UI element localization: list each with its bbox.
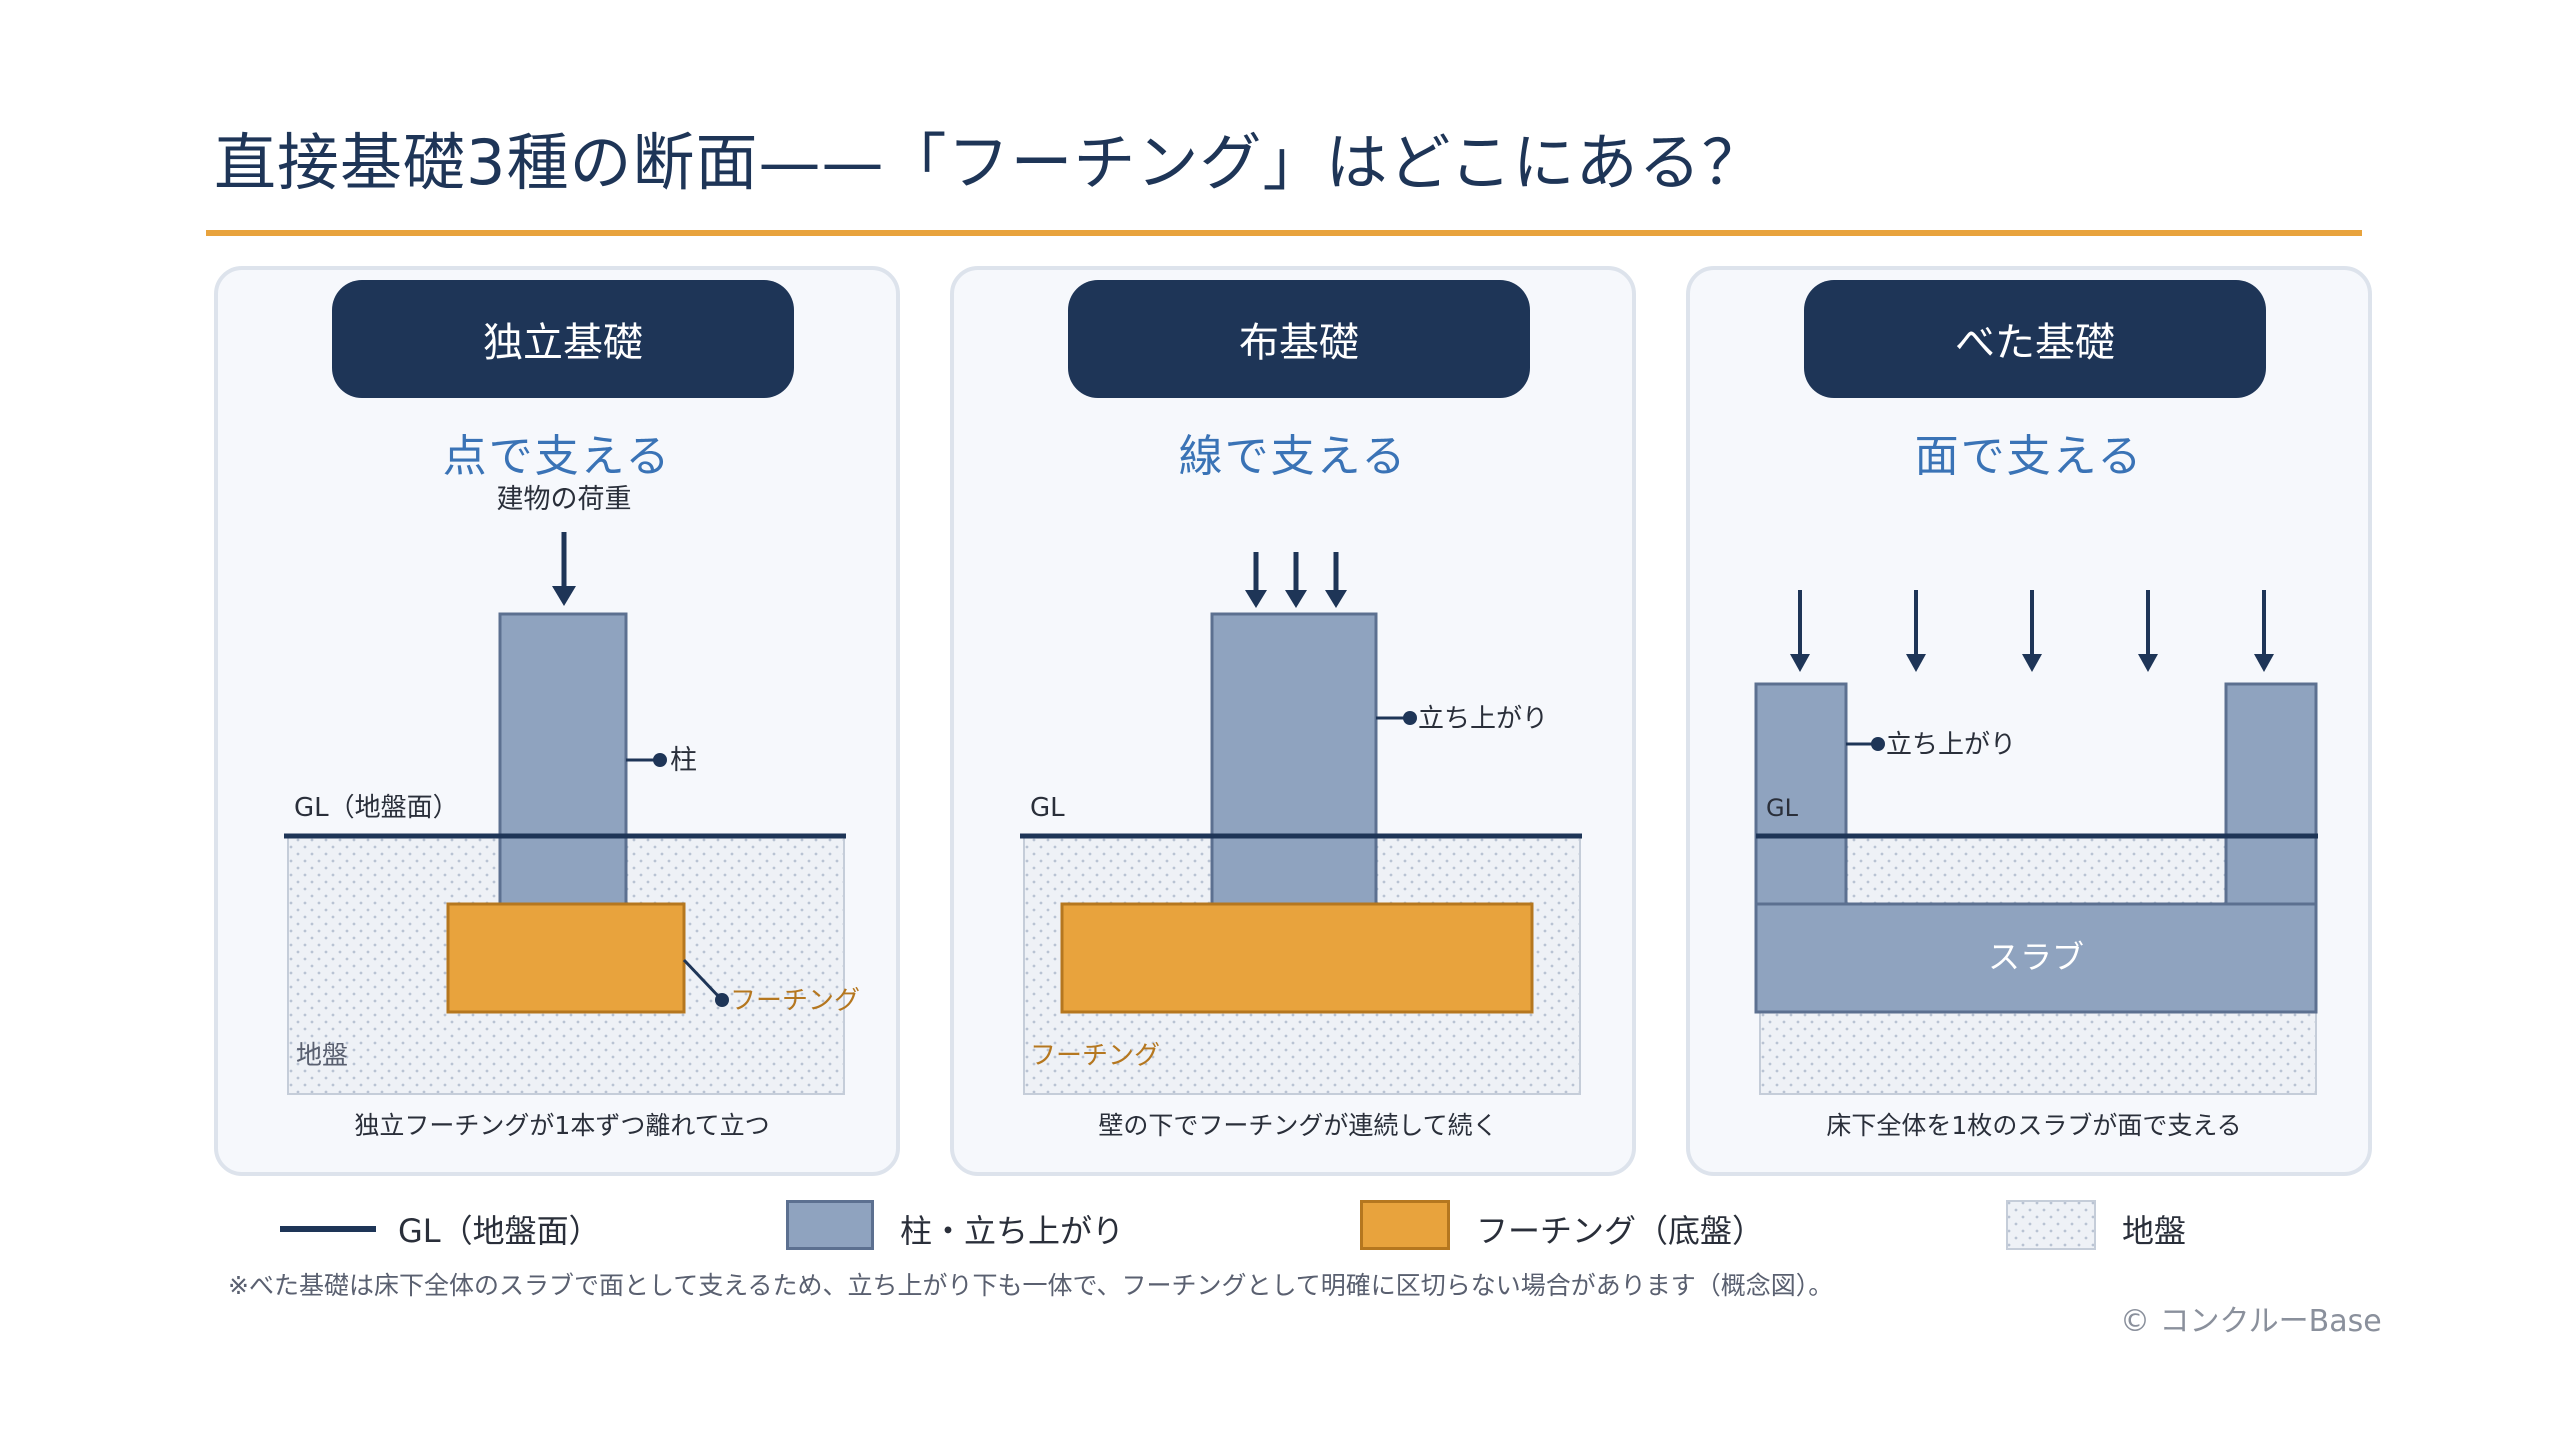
- legend-item-footing: フーチング（底盤）: [1360, 1200, 1880, 1256]
- panel-subtitle: 線で支える: [1178, 431, 1408, 482]
- panel-subtitle: 点で支える: [442, 431, 672, 482]
- load-label: 建物の荷重: [497, 484, 632, 515]
- legend-label: 地盤: [2122, 1212, 2187, 1250]
- column-swatch-icon: [786, 1200, 874, 1250]
- load-arrow-icon: [1906, 590, 1926, 672]
- isolated-footing-diagram: 建物の荷重 GL（地盤面） 柱 フーチング 地盤 独立フーチングが1本ずつ離れて…: [284, 484, 860, 1140]
- legend-label: GL（地盤面）: [398, 1212, 601, 1250]
- column-block: [498, 612, 628, 908]
- load-arrow-icon: [1790, 590, 1810, 672]
- legend-label: 柱・立ち上がり: [900, 1212, 1125, 1250]
- load-arrow-icon: [1245, 552, 1267, 608]
- slab-block: [1754, 902, 2318, 1014]
- legend-item-gl: GL（地盤面）: [280, 1200, 680, 1256]
- riser-block: [1210, 612, 1378, 908]
- copyright: © コンクルーBase: [2120, 1304, 2382, 1339]
- load-arrow-icon: [2022, 590, 2042, 672]
- riser-callout-dot: [1403, 711, 1417, 725]
- panel-title-pill: 布基礎: [1068, 280, 1530, 398]
- load-arrow-icon: [2254, 590, 2274, 672]
- load-arrow-icon: [1325, 552, 1347, 608]
- legend-item-column: 柱・立ち上がり: [786, 1200, 1246, 1256]
- gl-label: GL（地盤面）: [294, 793, 459, 823]
- slab-label: スラブ: [1988, 938, 2084, 976]
- strip-footing-diagram: GL 立ち上がり フーチング 壁の下でフーチングが連続して続く: [1020, 552, 1582, 1140]
- footing-callout-line: [682, 958, 722, 1000]
- gl-label: GL: [1030, 793, 1065, 823]
- riser-label: 立ち上がり: [1886, 730, 2016, 760]
- riser-label: 立ち上がり: [1418, 704, 1548, 734]
- footing-block: [1060, 902, 1534, 1014]
- panel-title-pill: べた基礎: [1804, 280, 2266, 398]
- footing-block: [446, 902, 686, 1014]
- legend-label: フーチング（底盤）: [1476, 1212, 1765, 1250]
- footing-label: フーチング: [730, 986, 860, 1016]
- panel-title-pill: 独立基礎: [332, 280, 794, 398]
- panel-subtitle: 面で支える: [1914, 431, 2144, 482]
- load-arrow-icon: [2138, 590, 2158, 672]
- column-callout-dot: [653, 753, 667, 767]
- column-label: 柱: [670, 745, 697, 776]
- ground-swatch-icon: [2006, 1200, 2096, 1250]
- riser-block-left: [1754, 682, 1848, 910]
- ground-label: 地盤: [296, 1041, 348, 1071]
- panel-caption: 床下全体を1枚のスラブが面で支える: [1826, 1111, 2241, 1140]
- riser-block-right: [2224, 682, 2318, 910]
- mat-foundation-diagram: スラブ GL 立ち上がり 床下全体を1枚のスラブが面で支える: [1754, 590, 2318, 1140]
- load-arrow-icon: [552, 532, 576, 606]
- gl-line-icon: [280, 1226, 376, 1232]
- footnote: ※べた基礎は床下全体のスラブで面として支えるため、立ち上がり下も一体で、フーチン…: [228, 1271, 1834, 1300]
- panel-isolated-footing: 独立基礎 点で支える 建物の荷重 GL（地盤面） 柱 フーチング 地盤 独立フー…: [214, 266, 900, 1176]
- page-title: 直接基礎3種の断面——「フーチング」はどこにある？: [214, 126, 1765, 199]
- load-arrow-icon: [1285, 552, 1307, 608]
- gl-label: GL: [1766, 794, 1799, 822]
- panel-strip-footing: 布基礎 線で支える GL 立ち上がり フーチング 壁の下でフーチングが連続: [950, 266, 1636, 1176]
- riser-callout-dot: [1871, 737, 1885, 751]
- footing-swatch-icon: [1360, 1200, 1450, 1250]
- footing-label: フーチング: [1030, 1041, 1160, 1071]
- title-divider: [206, 230, 2362, 236]
- panel-mat-foundation: べた基礎 面で支える スラブ: [1686, 266, 2372, 1176]
- legend-item-ground: 地盤: [2006, 1200, 2306, 1256]
- footing-callout-dot: [715, 993, 729, 1007]
- panel-caption: 独立フーチングが1本ずつ離れて立つ: [354, 1111, 769, 1140]
- panel-caption: 壁の下でフーチングが連続して続く: [1098, 1111, 1497, 1140]
